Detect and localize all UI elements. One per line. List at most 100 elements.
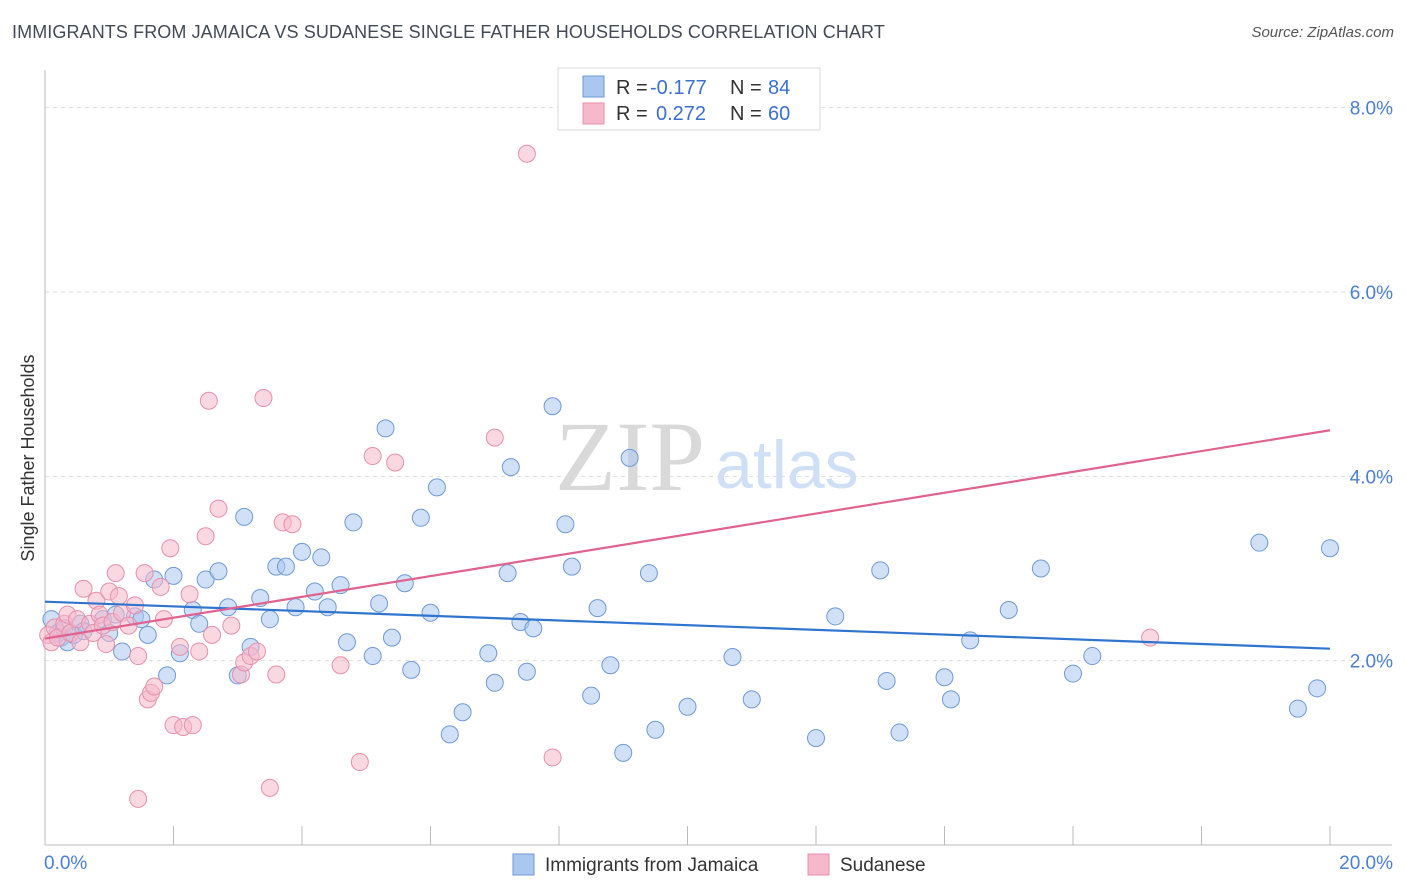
legend-n-value-1: 84 xyxy=(768,77,790,99)
point-jamaica-28 xyxy=(260,610,279,629)
point-sudanese-55 xyxy=(485,428,504,447)
point-jamaica-43 xyxy=(395,574,414,593)
point-jamaica-79 xyxy=(1031,559,1050,578)
point-jamaica-39 xyxy=(363,647,382,666)
point-jamaica-22 xyxy=(209,562,228,581)
point-sudanese-15 xyxy=(97,635,116,654)
point-sudanese-54 xyxy=(386,453,405,472)
trend-line-jamaica xyxy=(44,600,1331,650)
point-jamaica-32 xyxy=(293,542,311,561)
point-sudanese-36 xyxy=(190,642,209,661)
correlation-legend: R = -0.177 N = 84 R = 0.272 N = 60 xyxy=(557,67,821,131)
point-sudanese-34 xyxy=(180,585,199,604)
point-jamaica-76 xyxy=(941,690,960,709)
point-sudanese-35 xyxy=(183,716,202,735)
point-sudanese-56 xyxy=(517,144,536,163)
point-sudanese-24 xyxy=(135,564,154,583)
point-sudanese-39 xyxy=(203,625,222,644)
point-jamaica-83 xyxy=(1288,699,1307,718)
point-jamaica-45 xyxy=(411,508,430,527)
legend-n-label-1: N = xyxy=(730,77,762,99)
point-jamaica-50 xyxy=(479,644,498,663)
point-sudanese-59 xyxy=(1141,628,1160,647)
point-jamaica-81 xyxy=(1083,647,1102,666)
x-tick-labels: 0.0% 20.0% xyxy=(44,853,1393,874)
point-sudanese-30 xyxy=(161,539,180,558)
point-jamaica-49 xyxy=(453,703,472,722)
point-jamaica-44 xyxy=(402,660,421,679)
point-jamaica-61 xyxy=(588,599,607,618)
point-jamaica-46 xyxy=(427,478,446,497)
point-jamaica-73 xyxy=(877,671,896,690)
chart-title: IMMIGRANTS FROM JAMAICA VS SUDANESE SING… xyxy=(12,22,885,42)
legend-swatch-blue xyxy=(582,75,605,98)
point-jamaica-40 xyxy=(370,594,389,613)
point-jamaica-38 xyxy=(344,513,363,532)
point-jamaica-75 xyxy=(935,668,954,687)
point-jamaica-85 xyxy=(1321,539,1339,558)
gridlines xyxy=(45,107,1392,662)
point-sudanese-51 xyxy=(331,656,350,675)
y-tick-labels: 2.0% 4.0% 6.0% 8.0% xyxy=(1350,99,1393,673)
legend-n-value-2: 60 xyxy=(768,103,790,125)
point-jamaica-66 xyxy=(646,720,665,739)
legend-n-label-2: N = xyxy=(730,103,762,125)
point-jamaica-33 xyxy=(305,582,324,601)
point-jamaica-34 xyxy=(312,548,331,567)
point-jamaica-57 xyxy=(543,397,562,416)
point-sudanese-9 xyxy=(74,579,93,598)
point-jamaica-62 xyxy=(601,656,620,675)
point-jamaica-31 xyxy=(286,598,305,617)
bottom-legend-label-jamaica: Immigrants from Jamaica xyxy=(545,855,759,876)
point-jamaica-64 xyxy=(620,448,639,467)
point-sudanese-28 xyxy=(151,577,170,596)
bottom-legend-swatch-pink xyxy=(807,853,830,876)
point-sudanese-32 xyxy=(170,637,189,656)
point-jamaica-84 xyxy=(1308,679,1327,698)
point-jamaica-37 xyxy=(337,633,356,652)
point-jamaica-58 xyxy=(556,515,575,534)
point-jamaica-60 xyxy=(582,686,601,705)
source-credit: Source: ZipAtlas.com xyxy=(1251,24,1394,41)
point-sudanese-46 xyxy=(254,388,273,407)
legend-r-label-1: R = xyxy=(616,77,648,99)
axes xyxy=(44,70,1392,846)
point-sudanese-50 xyxy=(283,515,302,534)
y-tick-label-1: 4.0% xyxy=(1350,467,1393,488)
trend-line-sudanese xyxy=(44,429,1331,640)
point-sudanese-58 xyxy=(129,789,148,808)
point-sudanese-53 xyxy=(363,447,382,466)
series-sudanese-points xyxy=(39,144,1160,808)
point-jamaica-63 xyxy=(614,743,633,762)
point-sudanese-38 xyxy=(199,391,218,410)
point-jamaica-74 xyxy=(890,723,909,742)
legend-r-label-2: R = xyxy=(616,103,648,125)
point-sudanese-18 xyxy=(106,564,125,583)
point-jamaica-14 xyxy=(138,625,157,644)
point-jamaica-78 xyxy=(999,600,1018,619)
point-jamaica-68 xyxy=(723,647,742,666)
point-sudanese-23 xyxy=(129,647,148,666)
point-sudanese-48 xyxy=(267,665,286,684)
point-jamaica-51 xyxy=(485,673,504,692)
point-jamaica-16 xyxy=(158,666,177,685)
point-jamaica-30 xyxy=(276,557,295,576)
point-jamaica-80 xyxy=(1064,664,1082,683)
point-jamaica-25 xyxy=(235,507,254,526)
point-jamaica-41 xyxy=(376,419,395,438)
point-jamaica-59 xyxy=(562,557,581,576)
point-jamaica-17 xyxy=(164,566,183,585)
x-tick-label-0: 0.0% xyxy=(44,853,87,874)
point-jamaica-48 xyxy=(440,725,459,744)
trend-lines xyxy=(44,429,1331,650)
point-jamaica-65 xyxy=(639,564,658,583)
point-jamaica-21 xyxy=(196,570,215,589)
point-jamaica-72 xyxy=(871,561,890,580)
legend-r-value-2: 0.272 xyxy=(656,103,706,125)
point-sudanese-45 xyxy=(248,642,267,661)
point-jamaica-55 xyxy=(517,662,536,681)
watermark-atlas: atlas xyxy=(715,427,859,503)
point-jamaica-82 xyxy=(1250,533,1269,552)
legend-swatch-pink xyxy=(582,102,605,125)
watermark: ZIP atlas xyxy=(555,401,859,512)
